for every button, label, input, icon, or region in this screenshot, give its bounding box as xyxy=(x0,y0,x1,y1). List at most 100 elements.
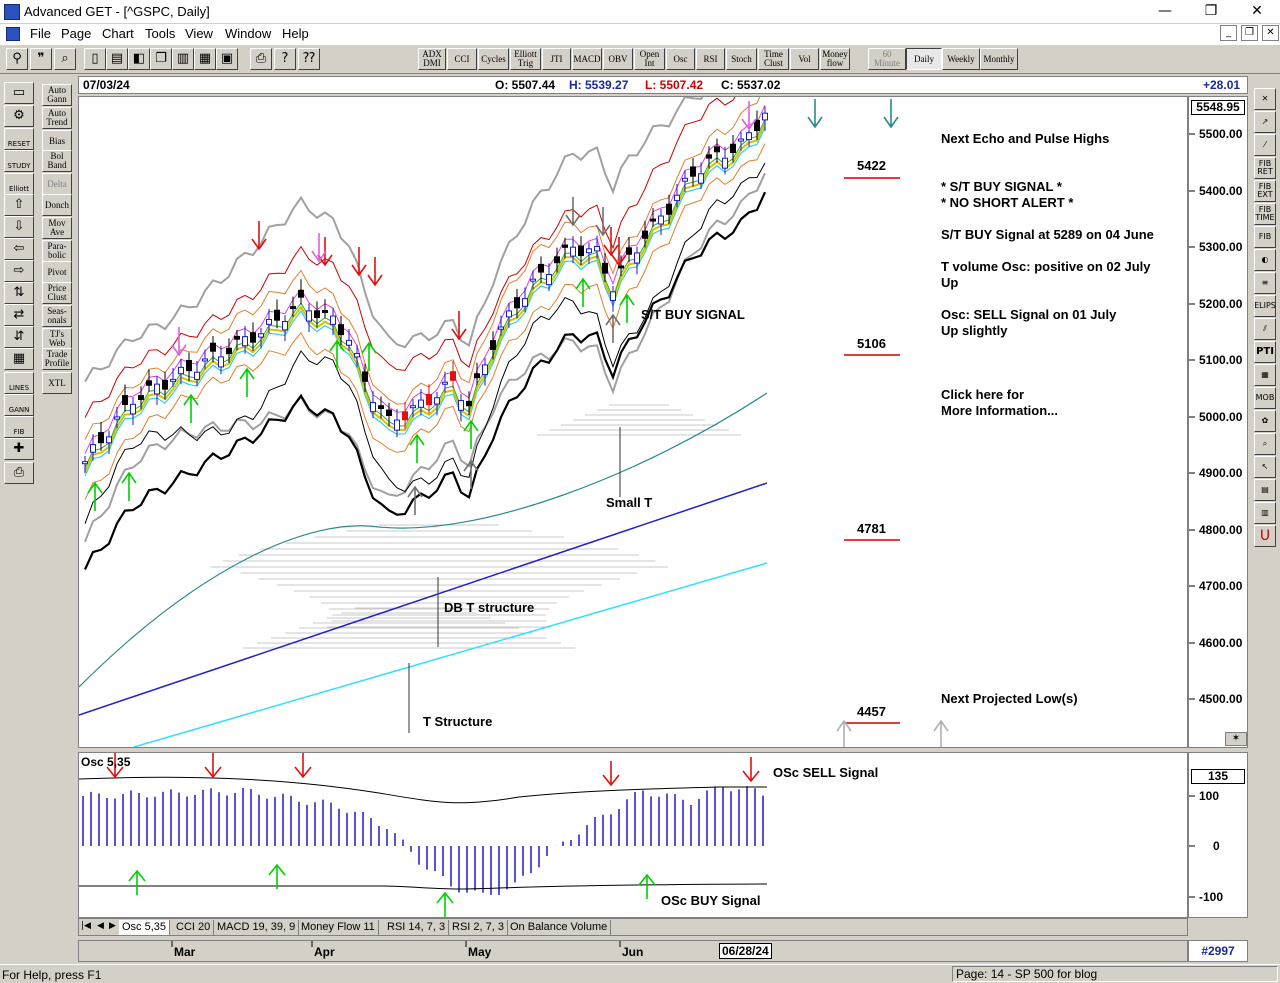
drawing-tool-8-icon[interactable]: ⇨ xyxy=(4,260,34,282)
drawing-tool-11-icon[interactable]: ⇵ xyxy=(4,326,34,348)
study-button-5[interactable]: MACD xyxy=(572,48,602,70)
right-tool-4[interactable]: FIB EXT xyxy=(1254,180,1276,202)
study-button-6[interactable]: OBV xyxy=(603,48,633,70)
right-tool-8[interactable]: ≡ xyxy=(1254,272,1276,294)
drawing-tool-0-icon[interactable]: ▭ xyxy=(4,82,34,104)
timeframe-button-1[interactable]: Daily xyxy=(906,48,942,70)
quote-icon[interactable]: ❞ xyxy=(30,48,52,70)
right-tool-10[interactable]: ⫽ xyxy=(1254,318,1276,340)
print-tool-icon[interactable]: ⎙ xyxy=(4,462,34,484)
study-button-10[interactable]: Stoch xyxy=(726,48,757,70)
study-button-4[interactable]: JTI xyxy=(542,48,571,70)
menu-help[interactable]: Help xyxy=(282,26,309,41)
tab-cci[interactable]: CCI 20 xyxy=(173,920,215,935)
study-button-9[interactable]: RSI xyxy=(696,48,725,70)
drawing-tool-4-icon[interactable]: Elliott xyxy=(4,173,34,195)
left-tool-5[interactable]: Donch xyxy=(42,194,72,216)
chart-copy-icon[interactable]: ❐ xyxy=(150,48,172,70)
drawing-tool-6-icon[interactable]: ⇩ xyxy=(4,216,34,238)
timeframe-button-2[interactable]: Weekly xyxy=(942,48,980,70)
left-tool-7[interactable]: Para- bolic xyxy=(42,240,72,262)
new-page-icon[interactable]: ▯ xyxy=(84,48,106,70)
print-icon[interactable]: ⎙ xyxy=(250,48,272,70)
right-tool-17[interactable]: ▤ xyxy=(1254,479,1276,501)
close-button[interactable]: ✕ xyxy=(1251,3,1263,19)
left-tool-3[interactable]: Bol Band xyxy=(42,150,72,172)
mdi-minimize-button[interactable]: _ xyxy=(1220,25,1237,41)
right-tool-2[interactable]: ⁄ xyxy=(1254,134,1276,156)
drawing-tool-10-icon[interactable]: ⇄ xyxy=(4,304,34,326)
left-tool-0[interactable]: Auto Gann xyxy=(42,84,72,106)
more-info-link-2[interactable]: More Information... xyxy=(941,403,1058,418)
chart-grid-icon[interactable]: ▦ xyxy=(194,48,216,70)
date-axis[interactable]: Mar Apr May Jun 06/28/24 xyxy=(78,940,1188,962)
menu-page[interactable]: Page xyxy=(61,26,92,41)
page-list-icon[interactable]: ▤ xyxy=(106,48,128,70)
study-button-3[interactable]: Elliott Trig xyxy=(510,48,541,70)
context-help-icon[interactable]: ⁇ xyxy=(298,48,320,70)
drawing-tool-3-icon[interactable]: STUDY xyxy=(4,150,34,172)
left-tool-9[interactable]: Price Clust xyxy=(42,282,72,304)
left-tool-2[interactable]: Bias xyxy=(42,130,72,152)
right-tool-6[interactable]: FIB xyxy=(1254,226,1276,248)
study-button-12[interactable]: Vol xyxy=(790,48,819,70)
mdi-close-button[interactable]: ✕ xyxy=(1262,25,1279,41)
zoom-icon[interactable]: ⌕ xyxy=(54,48,76,70)
right-tool-5[interactable]: FIB TIME xyxy=(1254,203,1276,225)
left-tool-13[interactable]: XTL xyxy=(42,372,72,394)
drawing-tool-16-icon[interactable]: ✚ xyxy=(4,438,34,460)
more-info-link-1[interactable]: Click here for xyxy=(941,387,1025,402)
study-button-7[interactable]: Open Int xyxy=(634,48,665,70)
right-tool-0[interactable]: ✕ xyxy=(1254,88,1276,110)
doc-icon[interactable] xyxy=(6,27,20,41)
help-icon[interactable]: ? xyxy=(274,48,296,70)
chart-tile-icon[interactable]: ▥ xyxy=(172,48,194,70)
right-tool-11[interactable]: PTI xyxy=(1254,341,1276,363)
price-scale[interactable]: 5548.95 5500.00 5400.00 5300.00 5200.00 … xyxy=(1188,96,1248,748)
drawing-tool-12-icon[interactable]: ▦ xyxy=(4,348,34,370)
pin-icon[interactable]: ⚲ xyxy=(6,48,28,70)
right-tool-18[interactable]: ▥ xyxy=(1254,502,1276,524)
study-button-11[interactable]: Time Clust xyxy=(758,48,789,70)
tab-scroll-next-icon[interactable]: ▶ xyxy=(109,921,116,931)
right-tool-7[interactable]: ◐ xyxy=(1254,249,1276,271)
drawing-tool-13-icon[interactable]: LINES xyxy=(4,372,34,394)
left-tool-4[interactable]: Delta xyxy=(42,173,72,195)
study-button-2[interactable]: Cycles xyxy=(478,48,509,70)
drawing-tool-15-icon[interactable]: FIB xyxy=(4,416,34,438)
chart-window-icon[interactable]: ▣ xyxy=(216,48,238,70)
left-tool-6[interactable]: Mov Ave xyxy=(42,217,72,239)
price-chart-panel[interactable]: Next Echo and Pulse Highs * S/T BUY SIGN… xyxy=(78,96,1188,748)
right-tool-1[interactable]: ↗ xyxy=(1254,111,1276,133)
left-tool-11[interactable]: TJ's Web xyxy=(42,328,72,350)
oscillator-panel[interactable]: Osc 5,35 OSc SELL Signal OSc BUY Signal xyxy=(78,752,1188,918)
tab-scroll-first-icon[interactable]: |◀ xyxy=(81,921,91,931)
right-tool-3[interactable]: FIB RET xyxy=(1254,157,1276,179)
menu-view[interactable]: View xyxy=(185,26,213,41)
right-tool-13[interactable]: MOB xyxy=(1254,387,1276,409)
tab-rsi-2[interactable]: RSI 2, 7, 3 xyxy=(449,920,508,935)
right-tool-16[interactable]: ↖ xyxy=(1254,456,1276,478)
mdi-restore-button[interactable]: ❐ xyxy=(1241,25,1258,41)
drawing-tool-14-icon[interactable]: GANN xyxy=(4,394,34,416)
timeframe-button-0[interactable]: 60 Minute xyxy=(868,48,906,70)
chart-back-icon[interactable]: ◧ xyxy=(128,48,150,70)
tab-scroll-prev-icon[interactable]: ◀ xyxy=(97,921,104,931)
scale-settings-icon[interactable]: ✶ xyxy=(1225,732,1247,746)
tab-osc[interactable]: Osc 5,35 xyxy=(119,920,171,935)
drawing-tool-5-icon[interactable]: ⇧ xyxy=(4,194,34,216)
study-button-13[interactable]: Money flow xyxy=(820,48,850,70)
tab-macd[interactable]: MACD 19, 39, 9 xyxy=(214,920,300,935)
tab-rsi-14[interactable]: RSI 14, 7, 3 xyxy=(384,920,450,935)
menu-file[interactable]: File xyxy=(30,26,51,41)
left-tool-12[interactable]: Trade Profile xyxy=(42,348,72,370)
right-tool-12[interactable]: ▦ xyxy=(1254,364,1276,386)
right-tool-9[interactable]: ELIPS xyxy=(1254,295,1276,317)
minimize-button[interactable]: — xyxy=(1158,3,1172,19)
restore-button[interactable]: ❐ xyxy=(1204,3,1218,19)
drawing-tool-2-icon[interactable]: RESET xyxy=(4,128,34,150)
study-button-1[interactable]: CCI xyxy=(447,48,477,70)
menu-tools[interactable]: Tools xyxy=(145,26,176,41)
menu-chart[interactable]: Chart xyxy=(102,26,134,41)
timeframe-button-3[interactable]: Monthly xyxy=(980,48,1018,70)
